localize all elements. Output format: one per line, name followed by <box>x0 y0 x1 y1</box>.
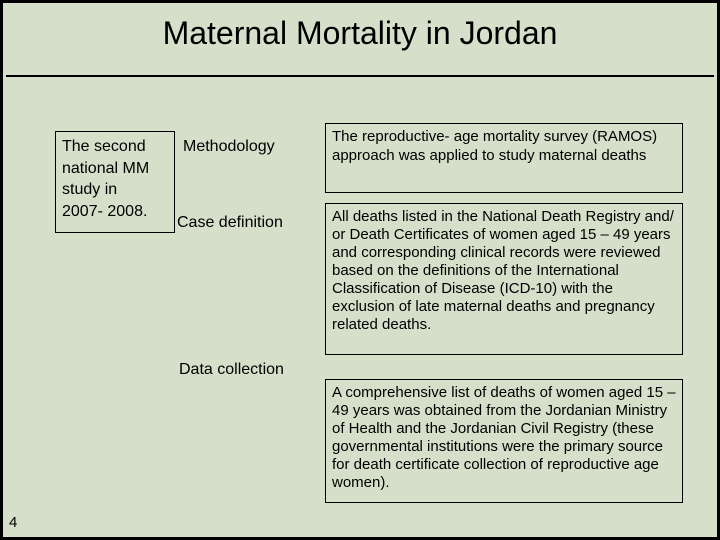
case-definition-text-box: All deaths listed in the National Death … <box>325 203 683 355</box>
study-line4: 2007- 2008. <box>62 201 168 223</box>
title-underline <box>6 75 714 77</box>
page-number: 4 <box>9 514 17 531</box>
slide: Maternal Mortality in Jordan The second … <box>0 0 720 540</box>
page-title: Maternal Mortality in Jordan <box>3 15 717 52</box>
study-line2: national MM <box>62 158 168 180</box>
methodology-text-box: The reproductive- age mortality survey (… <box>325 123 683 193</box>
study-line3: study in <box>62 179 168 201</box>
methodology-label: Methodology <box>183 138 275 156</box>
data-collection-label: Data collection <box>179 361 284 379</box>
data-collection-text-box: A comprehensive list of deaths of women … <box>325 379 683 503</box>
study-line1: The second <box>62 136 168 158</box>
study-period-box: The second national MM study in 2007- 20… <box>55 131 175 233</box>
case-definition-label: Case definition <box>177 214 283 232</box>
